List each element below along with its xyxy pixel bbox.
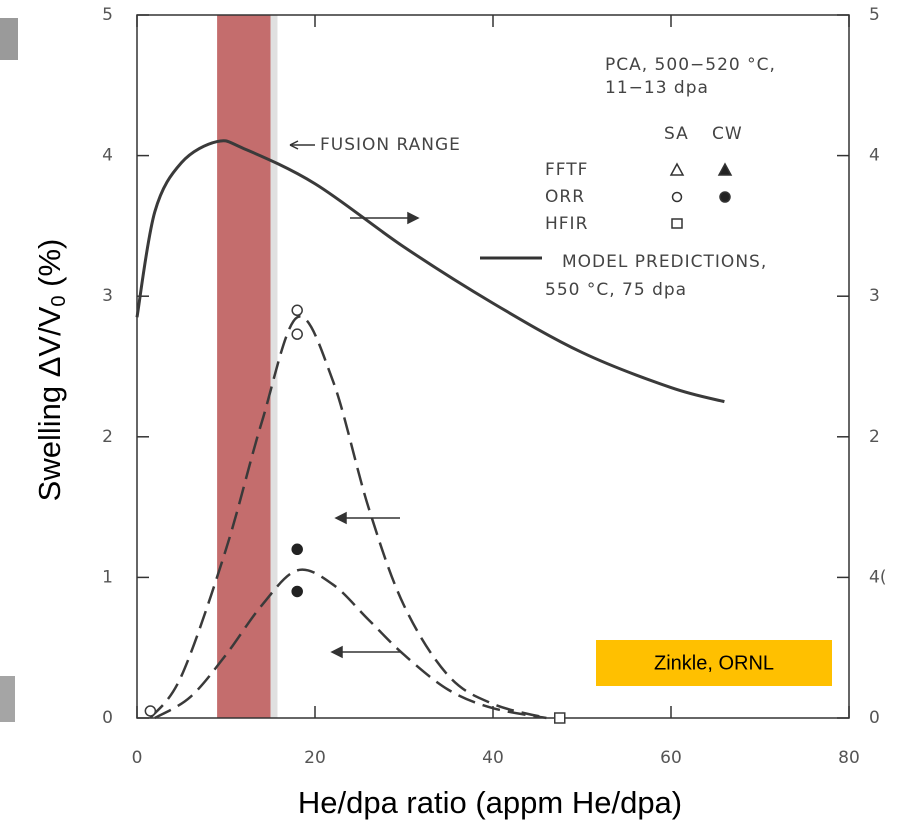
y-tick-label: 2 <box>102 427 113 447</box>
y2-tick-label: 0 <box>869 708 880 728</box>
x-tick-label: 0 <box>132 748 143 768</box>
fusion-label: FUSION RANGE <box>320 135 461 155</box>
point <box>554 712 566 724</box>
series-line <box>135 139 725 404</box>
x-axis-label: He/dpa ratio (appm He/dpa) <box>298 785 682 820</box>
y-tick-label: 4 <box>102 146 113 166</box>
y-axis-label: Swelling ΔV/V0 (%) <box>32 239 70 502</box>
y2-tick-label: 5 <box>869 5 880 25</box>
y-tick-label: 0 <box>102 708 113 728</box>
legend-hfir: HFIR <box>545 214 588 234</box>
legend-model: 550 °C, 75 dpa <box>545 280 687 300</box>
legend-sa: SA <box>664 124 689 144</box>
series-line <box>149 315 547 720</box>
symbol-cw-triangle <box>717 162 733 176</box>
legend-header: PCA, 500−520 °C, <box>605 55 776 75</box>
y-tick-label: 5 <box>102 5 113 25</box>
source: Zinkle, ORNL <box>654 652 774 674</box>
y-tick-label: 3 <box>102 286 113 306</box>
arrow-head <box>330 645 343 659</box>
fusion-pointer-head <box>289 140 299 150</box>
series-line <box>154 568 547 720</box>
symbol-cw-circle <box>719 191 731 203</box>
band-edge <box>270 15 278 718</box>
y2-tick-label: 2 <box>869 427 880 447</box>
point <box>291 585 303 598</box>
legend-cw: CW <box>712 124 743 144</box>
x-tick-label: 20 <box>304 748 326 768</box>
legend-symbols <box>289 140 733 659</box>
y2-tick-label: 3 <box>869 286 880 306</box>
y2-tick-label: 4( <box>869 567 886 587</box>
legend-model: MODEL PREDICTIONS, <box>562 252 767 272</box>
x-tick-label: 60 <box>660 748 682 768</box>
source-box <box>596 640 832 686</box>
legend-fftf: FFTF <box>545 160 588 180</box>
fusion-band <box>217 15 271 718</box>
y-label-sub: 0 <box>48 295 70 306</box>
y-label-part: (%) <box>32 239 67 296</box>
point <box>291 328 303 340</box>
legend-header: 11−13 dpa <box>605 78 709 98</box>
y-label-part: Swelling ΔV/V <box>32 306 67 501</box>
point <box>291 304 303 317</box>
point <box>144 705 157 717</box>
plot-area: FUSION RANGE 0 20 40 60 80 0 1 2 3 4 5 0 4( 2 3 4 5 <box>102 5 886 768</box>
symbol-square <box>671 218 683 229</box>
legend-orr: ORR <box>545 187 585 207</box>
symbol-sa-circle <box>671 191 683 203</box>
x-tick-label: 80 <box>838 748 860 768</box>
scan-edge <box>0 18 18 60</box>
scan-edge <box>0 676 15 722</box>
point <box>291 543 303 556</box>
arrow-head <box>334 511 347 525</box>
y-tick-label: 1 <box>102 567 113 587</box>
x-tick-label: 40 <box>482 748 504 768</box>
arrow-head <box>407 211 420 225</box>
symbol-sa-triangle <box>669 162 685 176</box>
y2-tick-label: 4 <box>869 146 880 166</box>
